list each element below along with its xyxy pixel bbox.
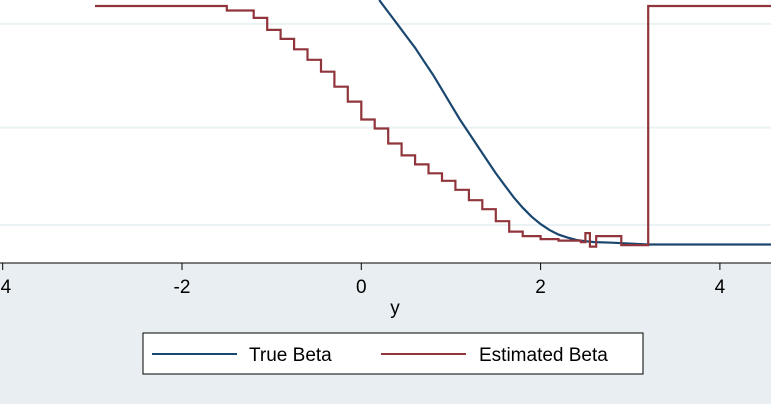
x-tick-label-3: 2 [535,277,546,298]
legend-label-true-beta: True Beta [249,345,332,366]
x-tick-label-2: 0 [356,277,367,298]
plot-area-background [0,0,771,263]
x-tick-label-0: -4 [0,277,12,298]
x-tick-label-1: -2 [174,277,191,298]
series-line-true-beta [378,0,771,246]
series-layer [95,0,771,248]
x-tick-label-4: 4 [715,277,726,298]
legend-label-estimated-beta: Estimated Beta [479,345,608,366]
legend: True Beta Estimated Beta [142,332,644,375]
x-axis: -4 -2 0 2 4 [0,263,726,298]
series-line-estimated-beta [95,4,771,248]
x-axis-title: y [390,298,400,319]
